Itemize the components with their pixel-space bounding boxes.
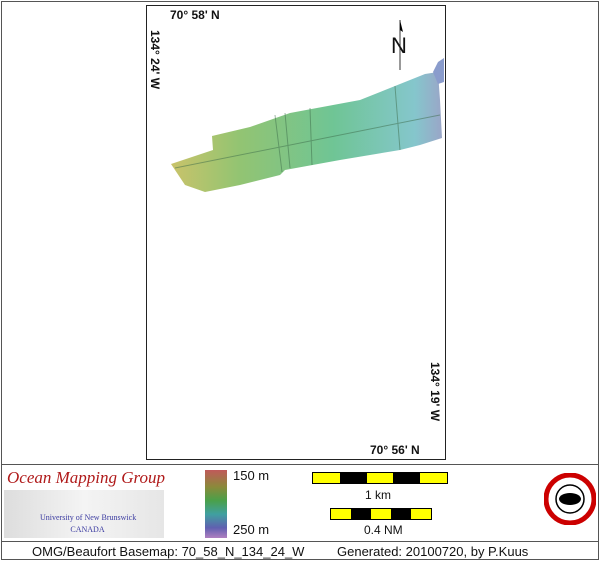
swath-tracklines bbox=[174, 85, 441, 173]
map-frame bbox=[146, 5, 446, 460]
divider bbox=[1, 464, 598, 465]
scale-nm-label: 0.4 NM bbox=[364, 523, 403, 537]
scale-segment bbox=[371, 509, 391, 519]
swath-fragment bbox=[433, 58, 444, 84]
divider bbox=[1, 541, 598, 542]
scale-segment bbox=[420, 473, 447, 483]
logo-country: CANADA bbox=[70, 525, 105, 534]
scale-bar-nm bbox=[330, 508, 432, 520]
scale-segment bbox=[351, 509, 371, 519]
footer-basemap: OMG/Beaufort Basemap: 70_58_N_134_24_W bbox=[32, 544, 305, 559]
scale-segment bbox=[313, 473, 340, 483]
lon-right-label: 134° 19' W bbox=[428, 362, 442, 422]
unb-seal-logo bbox=[544, 473, 596, 525]
depth-min-label: 150 m bbox=[233, 468, 270, 483]
scale-km-label: 1 km bbox=[365, 488, 392, 502]
scale-segment bbox=[411, 509, 431, 519]
scale-segment bbox=[391, 509, 411, 519]
lat-top-label: 70° 58' N bbox=[170, 8, 220, 22]
scale-segment bbox=[393, 473, 421, 483]
depth-colorbar bbox=[205, 470, 227, 538]
logo-title: Ocean Mapping Group bbox=[7, 468, 166, 487]
lon-left-label: 134° 24' W bbox=[148, 30, 162, 90]
bathymetry-swath bbox=[171, 20, 444, 192]
footer-generated: Generated: 20100720, by P.Kuus bbox=[337, 544, 529, 559]
lat-bottom-label: 70° 56' N bbox=[370, 443, 420, 457]
scale-bar-km bbox=[312, 472, 448, 484]
scale-segment bbox=[339, 473, 367, 483]
scale-segment bbox=[331, 509, 351, 519]
omg-logo bbox=[4, 490, 164, 538]
north-arrow bbox=[399, 20, 403, 70]
logo-university: University of New Brunswick bbox=[40, 513, 137, 522]
scale-segment bbox=[366, 473, 394, 483]
depth-max-label: 250 m bbox=[233, 522, 270, 537]
north-label: N bbox=[391, 33, 407, 58]
swath-polygon bbox=[171, 72, 442, 192]
